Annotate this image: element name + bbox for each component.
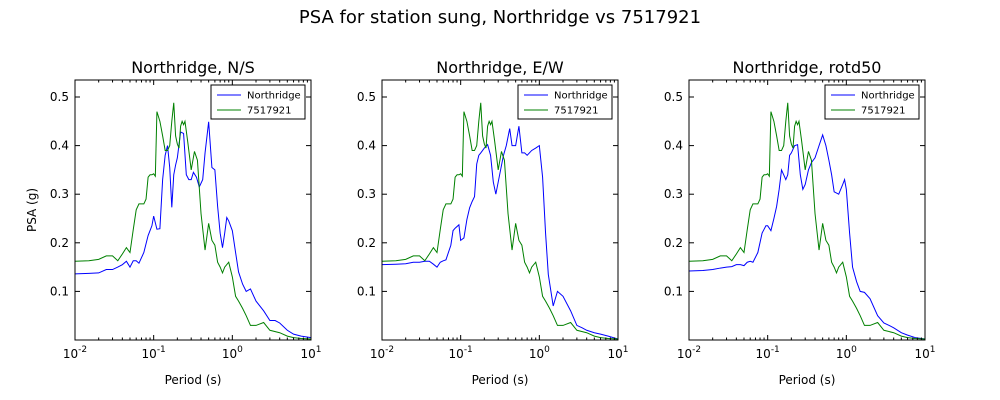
x-tick-label: 101 (914, 345, 935, 361)
y-tick-label: 0.4 (664, 139, 683, 153)
x-axis-label: Period (s) (472, 373, 529, 387)
x-tick-base: 10 (370, 347, 385, 361)
x-tick-exponent: 0 (237, 345, 243, 355)
y-tick-label: 0.5 (50, 90, 69, 104)
x-tick-label: 10-2 (63, 345, 87, 361)
x-tick-label: 100 (836, 345, 857, 361)
x-tick-exponent: 1 (623, 345, 629, 355)
x-tick-exponent: 0 (544, 345, 550, 355)
series-line-7517921 (382, 102, 618, 340)
y-tick-label: 0.2 (357, 236, 376, 250)
x-tick-exponent: 1 (930, 345, 936, 355)
x-tick-label: 101 (607, 345, 628, 361)
y-tick-label: 0.1 (664, 284, 683, 298)
axes-frame (381, 79, 619, 341)
x-tick-exponent: -2 (385, 345, 394, 355)
legend-label: 7517921 (861, 106, 906, 117)
x-tick-base: 10 (529, 347, 544, 361)
x-axis-label: Period (s) (779, 373, 836, 387)
legend-label: 7517921 (247, 106, 292, 117)
series-line-northridge (689, 133, 925, 340)
y-tick-label: 0.1 (50, 284, 69, 298)
x-tick-exponent: -1 (464, 345, 473, 355)
x-tick-exponent: -1 (771, 345, 780, 355)
series-line-7517921 (75, 102, 311, 340)
chart-panels: Northridge, N/S0.10.20.30.40.510-2 10-1 10… (25, 58, 936, 387)
y-tick-label: 0.3 (664, 187, 683, 201)
legend-box (824, 84, 920, 120)
panel-title: Northridge, rotd50 (733, 58, 882, 77)
y-tick-label: 0.3 (357, 187, 376, 201)
legend-label: 7517921 (554, 106, 599, 117)
x-tick-base: 10 (300, 347, 315, 361)
legend-label: Northridge (554, 91, 608, 102)
legend-box (517, 84, 613, 120)
axes-frame (688, 79, 926, 341)
y-tick-label: 0.1 (357, 284, 376, 298)
y-tick-label: 0.3 (50, 187, 69, 201)
x-tick-exponent: 1 (316, 345, 322, 355)
x-tick-exponent: -1 (157, 345, 166, 355)
y-axis-label: PSA (g) (25, 188, 39, 232)
x-tick-base: 10 (142, 347, 157, 361)
series-line-northridge (382, 126, 618, 340)
legend-label: Northridge (247, 91, 301, 102)
axes-frame (74, 79, 312, 341)
legend: Northridge 7517921 (824, 84, 920, 120)
x-tick-label: 10-2 (677, 345, 701, 361)
x-tick-exponent: 0 (851, 345, 857, 355)
legend-label: Northridge (861, 91, 915, 102)
x-tick-label: 10-2 (370, 345, 394, 361)
y-tick-label: 0.4 (50, 139, 69, 153)
y-tick-label: 0.4 (357, 139, 376, 153)
y-tick-label: 0.5 (357, 90, 376, 104)
x-tick-base: 10 (222, 347, 237, 361)
x-tick-exponent: -2 (692, 345, 701, 355)
chart-panel-2: Northridge, E/W0.10.20.30.40.510-2 10-1 10… (357, 58, 629, 387)
figure-title: PSA for station sung, Northridge vs 7517… (299, 7, 701, 28)
x-axis-label: Period (s) (165, 373, 222, 387)
y-tick-label: 0.2 (664, 236, 683, 250)
x-tick-base: 10 (914, 347, 929, 361)
legend-box (210, 84, 306, 120)
x-tick-label: 10-1 (142, 345, 166, 361)
series-line-7517921 (689, 102, 925, 340)
x-tick-base: 10 (836, 347, 851, 361)
chart-panel-1: Northridge, N/S0.10.20.30.40.510-2 10-1 10… (25, 58, 322, 387)
panel-title: Northridge, E/W (436, 58, 564, 77)
x-tick-base: 10 (63, 347, 78, 361)
series-line-northridge (75, 121, 311, 339)
legend: Northridge 7517921 (517, 84, 613, 120)
x-tick-label: 100 (222, 345, 243, 361)
y-tick-label: 0.2 (50, 236, 69, 250)
x-tick-base: 10 (449, 347, 464, 361)
x-tick-exponent: -2 (78, 345, 87, 355)
x-tick-base: 10 (756, 347, 771, 361)
x-tick-label: 100 (529, 345, 550, 361)
x-tick-label: 10-1 (756, 345, 780, 361)
legend: Northridge 7517921 (210, 84, 306, 120)
x-tick-label: 101 (300, 345, 321, 361)
panel-title: Northridge, N/S (131, 58, 255, 77)
x-tick-base: 10 (607, 347, 622, 361)
x-tick-label: 10-1 (449, 345, 473, 361)
x-tick-base: 10 (677, 347, 692, 361)
y-tick-label: 0.5 (664, 90, 683, 104)
